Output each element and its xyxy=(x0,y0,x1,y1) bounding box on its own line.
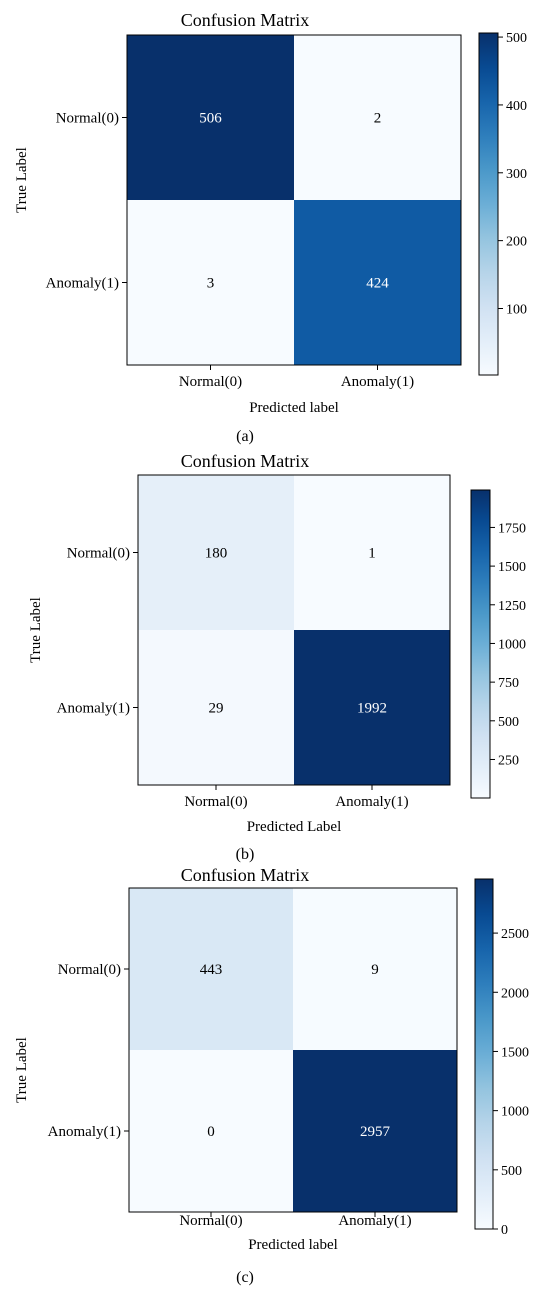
matrix-frame xyxy=(137,474,451,786)
y-axis-label: True Label xyxy=(28,597,44,663)
cell-value-label: 0 xyxy=(207,1124,215,1140)
panel-label: (b) xyxy=(236,846,255,863)
x-tick-label: Normal(0) xyxy=(184,794,247,810)
cell-value-label: 180 xyxy=(205,546,228,562)
colorbar xyxy=(478,32,499,376)
matrix-cell xyxy=(127,200,294,365)
x-axis-label: Predicted label xyxy=(248,1237,338,1253)
colorbar-tick-label: 300 xyxy=(506,167,527,182)
colorbar-tick-label: 100 xyxy=(506,303,527,318)
confusion-matrix-panel-b: Confusion Matrix 180 1 29 1992 Normal(0) Anoma… xyxy=(28,451,526,863)
colorbar-tick-label: 500 xyxy=(501,1164,522,1179)
y-tick-label: Anomaly(1) xyxy=(46,276,119,292)
y-tick-label: Anomaly(1) xyxy=(48,1124,121,1140)
y-axis-label: True Label xyxy=(14,147,30,213)
colorbar-tick-label: 1750 xyxy=(498,521,526,536)
x-axis-label: Predicted Label xyxy=(247,819,342,835)
panel-label: (a) xyxy=(236,428,254,445)
matrix-cell xyxy=(294,630,450,785)
colorbar-tick-label: 1500 xyxy=(498,560,526,575)
cell-value-label: 3 xyxy=(207,276,215,292)
colorbar-tick-label: 1500 xyxy=(501,1045,529,1060)
colorbar-tick-label: 0 xyxy=(501,1223,508,1238)
matrix-cell xyxy=(294,35,461,200)
colorbar-tick-label: 400 xyxy=(506,99,527,114)
matrix-cell xyxy=(138,630,294,785)
x-tick-label: Normal(0) xyxy=(179,1213,242,1229)
x-axis-label: Predicted label xyxy=(249,400,339,416)
matrix-cell xyxy=(127,35,294,200)
y-tick-label: Normal(0) xyxy=(56,111,119,127)
colorbar xyxy=(470,489,491,799)
matrix-cell xyxy=(138,475,294,630)
y-tick-label: Anomaly(1) xyxy=(57,701,130,717)
matrix-frame xyxy=(128,887,458,1213)
matrix-cell xyxy=(294,475,450,630)
chart-title: Confusion Matrix xyxy=(181,865,310,885)
colorbar-tick-label: 200 xyxy=(506,235,527,250)
x-tick-label: Normal(0) xyxy=(179,374,242,390)
colorbar-tick-label: 1000 xyxy=(501,1105,529,1120)
x-tick-label: Anomaly(1) xyxy=(335,794,408,810)
matrix-cell xyxy=(129,888,293,1050)
x-tick-label: Anomaly(1) xyxy=(341,374,414,390)
chart-title: Confusion Matrix xyxy=(181,10,310,30)
y-tick-label: Normal(0) xyxy=(67,546,130,562)
y-tick-label: Normal(0) xyxy=(58,962,121,978)
y-axis-label: True Label xyxy=(14,1037,30,1103)
confusion-matrix-panel-c: Confusion Matrix 443 9 0 2957 Normal(0) Anomal… xyxy=(14,865,529,1286)
colorbar-tick-label: 1000 xyxy=(498,637,526,652)
matrix-cell xyxy=(293,888,457,1050)
cell-value-label: 2 xyxy=(374,111,382,127)
cell-value-label: 1992 xyxy=(357,701,387,717)
cell-value-label: 424 xyxy=(366,276,389,292)
cell-value-label: 443 xyxy=(200,962,223,978)
chart-title: Confusion Matrix xyxy=(181,451,310,471)
matrix-cell xyxy=(129,1050,293,1212)
cell-value-label: 2957 xyxy=(360,1124,391,1140)
cell-value-label: 1 xyxy=(368,546,376,562)
colorbar xyxy=(474,878,494,1230)
cell-value-label: 29 xyxy=(209,701,224,717)
colorbar-tick-label: 1250 xyxy=(498,599,526,614)
colorbar-tick-label: 500 xyxy=(506,31,527,46)
colorbar-tick-label: 750 xyxy=(498,676,519,691)
cell-value-label: 9 xyxy=(371,962,379,978)
matrix-cell xyxy=(293,1050,457,1212)
confusion-matrix-panel-a: Confusion Matrix 506 2 3 424 Normal(0) Anomaly… xyxy=(14,10,527,445)
colorbar-tick-label: 500 xyxy=(498,715,519,730)
cell-value-label: 506 xyxy=(199,111,222,127)
colorbar-tick-label: 2000 xyxy=(501,986,529,1001)
colorbar-tick-label: 2500 xyxy=(501,927,529,942)
matrix-frame xyxy=(126,34,462,366)
x-tick-label: Anomaly(1) xyxy=(338,1213,411,1229)
panel-label: (c) xyxy=(236,1269,254,1286)
colorbar-tick-label: 250 xyxy=(498,753,519,768)
matrix-cell xyxy=(294,200,461,365)
